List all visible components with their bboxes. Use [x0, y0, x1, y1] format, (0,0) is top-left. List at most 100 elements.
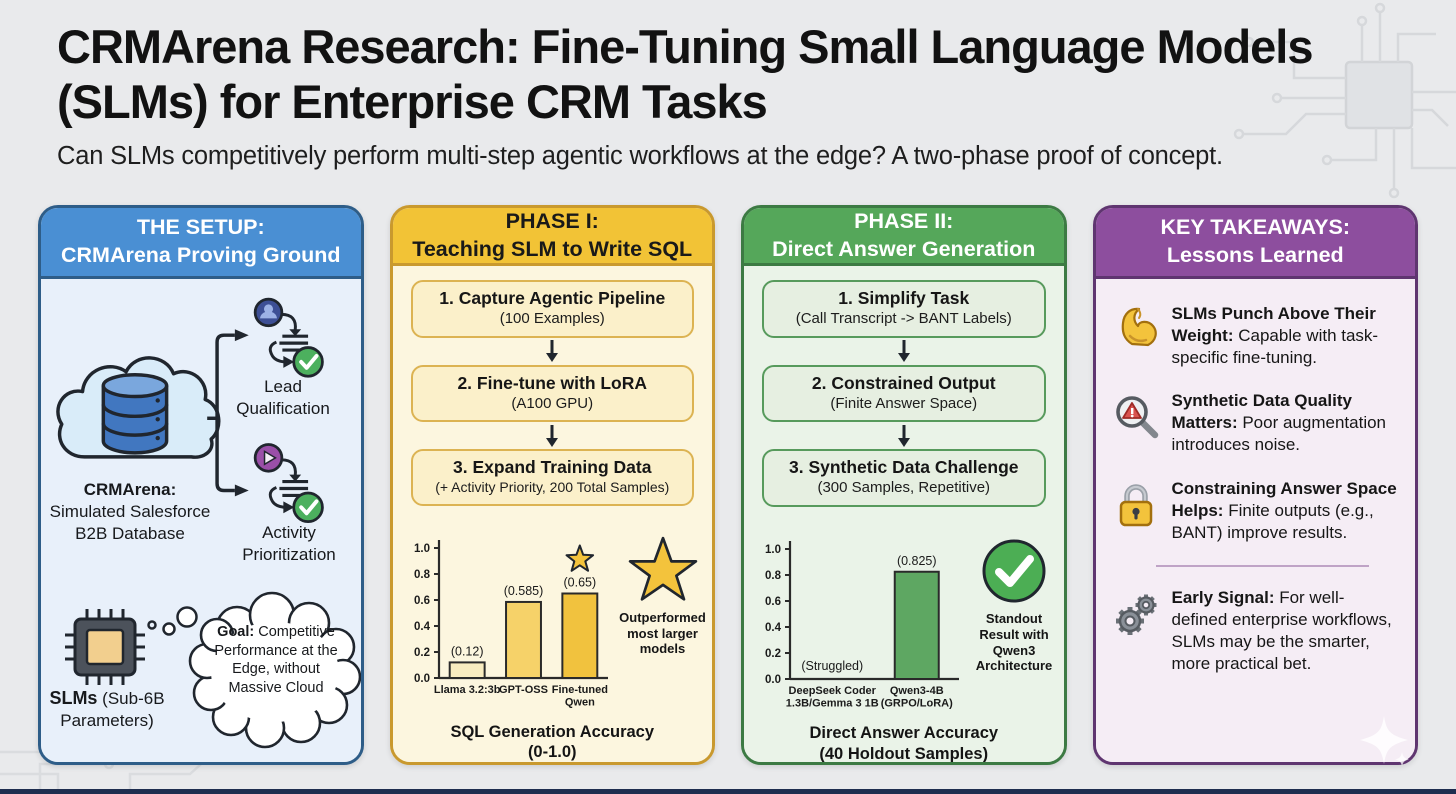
bar-category-label: Llama 3.2:3b: [433, 684, 500, 696]
bicep-icon: [1110, 303, 1162, 369]
y-tick-label: 0.2: [414, 647, 430, 659]
step-detail: (+ Activity Priority, 200 Total Samples): [435, 479, 670, 496]
down-arrow-icon: [411, 422, 695, 449]
phase1-step-2: 2. Fine-tune with LoRA (A100 GPU): [410, 364, 694, 423]
y-tick-label: 0.6: [414, 595, 430, 607]
setup-header-line2: CRMArena Proving Ground: [60, 243, 341, 267]
slm-chip-icon: [65, 609, 157, 685]
phase1-chart-caption: SQL Generation Accuracy (0-1.0): [393, 722, 713, 762]
chart-star-icon: [565, 544, 594, 572]
bar: [893, 570, 940, 680]
phase2-annotation: Standout Result with Qwen3 Architecture: [966, 511, 1062, 723]
down-arrow-icon: [762, 338, 1046, 365]
y-tick-label: 0.0: [414, 673, 430, 685]
bar-category-label: (GRPO/LoRA): [881, 697, 953, 709]
goal-text-rest: Competitive Performance at the Edge, wit…: [214, 624, 338, 697]
bar-value-label: (0.12): [450, 644, 483, 658]
bar-value-label: (0.825): [897, 554, 937, 568]
slm-label-bold: SLMs: [49, 688, 98, 708]
y-tick-label: 1.0: [414, 543, 430, 555]
y-tick-label: 0.8: [414, 569, 431, 581]
phase1-steps: 1. Capture Agentic Pipeline (100 Example…: [393, 266, 713, 506]
database-label-bold: CRMArena:: [83, 480, 177, 499]
phase1-card-header: PHASE I: Teaching SLM to Write SQL: [392, 208, 712, 267]
y-tick-label: 0.0: [765, 674, 781, 686]
bar-chart-svg: 0.0 0.2 0.4 0.6 0.8 1.0 (Struggled) DeepSeek Co…: [765, 540, 959, 709]
slm-label: SLMs (Sub-6B Parameters): [41, 687, 173, 732]
phase2-step-2: 2. Constrained Output (Finite Answer Spa…: [762, 364, 1046, 423]
step-title: 2. Fine-tune with LoRA: [457, 372, 648, 393]
takeaways-header-line2: Lessons Learned: [1166, 243, 1344, 267]
takeaway-item: Early Signal: For well-defined enterpris…: [1110, 587, 1400, 675]
phase1-step-3: 3. Expand Training Data (+ Activity Prio…: [410, 449, 694, 506]
goal-text: Goal: Competitive Performance at the Edg…: [207, 623, 345, 698]
cloud-database-icon: [56, 356, 221, 459]
phase1-step-1: 1. Capture Agentic Pipeline (100 Example…: [410, 280, 694, 338]
magnifier-warning-icon: [1110, 390, 1162, 456]
phase1-header-line2: Teaching SLM to Write SQL: [412, 236, 693, 261]
header: CRMArena Research: Fine-Tuning Small Lan…: [57, 20, 1402, 171]
activity-prioritization-label: Activity Prioritization: [242, 523, 336, 565]
bar-value-label: (Struggled): [801, 659, 863, 673]
takeaways-card: KEY TAKEAWAYS: Lessons Learned SLMs Punc…: [1092, 205, 1418, 765]
step-title: 2. Constrained Output: [811, 372, 996, 393]
takeaway-rest: Finite outputs (e.g., BANT) improve resu…: [1171, 500, 1374, 542]
lead-qualification-icon: [253, 297, 324, 378]
page-subtitle: Can SLMs competitively perform multi-ste…: [57, 141, 1223, 170]
takeaway-item: SLMs Punch Above Their Weight: Capable w…: [1110, 303, 1400, 369]
phase2-card: PHASE II: Direct Answer Generation 1. Si…: [741, 205, 1067, 765]
takeaways-card-body: SLMs Punch Above Their Weight: Capable w…: [1095, 279, 1415, 762]
step-title: 1. Simplify Task: [838, 288, 970, 309]
step-detail: (Call Transcript -> BANT Labels): [795, 309, 1012, 327]
phase1-card-body: 1. Capture Agentic Pipeline (100 Example…: [392, 266, 713, 762]
takeaway-text: Constraining Answer Space Helps: Finite …: [1172, 478, 1400, 544]
caption-line1: SQL Generation Accuracy: [450, 722, 655, 741]
caption-line1: Direct Answer Accuracy: [809, 723, 999, 742]
phase1-annotation-text: Outperformed most larger models: [619, 609, 706, 657]
phase2-header-line1: PHASE II:: [854, 209, 954, 233]
bar-chart-svg: 0.0 0.2 0.4 0.6 0.8 1.0 (0.12) Llama 3.2:3b (0.5…: [414, 539, 608, 708]
sparkle-decoration: [1360, 716, 1409, 766]
takeaway-text: Early Signal: For well-defined enterpris…: [1172, 587, 1400, 675]
divider: [1155, 564, 1369, 567]
takeaway-lead: SLMs Punch Above Their Weight:: [1171, 304, 1376, 346]
branch-connectors: [207, 333, 235, 493]
takeaway-lead: Early Signal:: [1171, 587, 1275, 607]
circuit-decoration-top-right: [1233, 2, 1456, 199]
bar-category-label: 1.3B/Gemma 3 1B: [786, 697, 879, 709]
y-tick-label: 0.4: [765, 622, 782, 634]
takeaway-lead: Synthetic Data Quality Matters:: [1171, 391, 1352, 433]
sql-accuracy-chart: 0.0 0.2 0.4 0.6 0.8 1.0 (0.12) Llama 3.2:3b (0.5…: [403, 510, 615, 722]
takeaway-rest: Poor augmentation introduces noise.: [1171, 413, 1387, 455]
step-detail: (100 Examples): [499, 309, 605, 327]
y-tick-label: 0.2: [765, 648, 781, 660]
goal-text-bold: Goal:: [217, 624, 255, 640]
takeaways-header-line1: KEY TAKEAWAYS:: [1160, 215, 1351, 240]
direct-answer-chart: 0.0 0.2 0.4 0.6 0.8 1.0 (Struggled) DeepSeek Co…: [754, 511, 966, 723]
setup-card: THE SETUP: CRMArena Proving Ground: [38, 205, 364, 765]
phase2-card-header: PHASE II: Direct Answer Generation: [744, 208, 1064, 267]
phase2-annotation-text: Standout Result with Qwen3 Architecture: [975, 610, 1053, 674]
activity-prioritization-icon: [253, 443, 324, 524]
step-detail: (300 Samples, Repetitive): [817, 479, 991, 497]
phase1-annotation: Outperformed most larger models: [615, 510, 711, 722]
bar-category-label: DeepSeek Coder: [789, 685, 877, 697]
bottom-accent-bar: [0, 789, 1456, 794]
takeaway-rest: For well-defined enterprise workflows, S…: [1171, 587, 1392, 674]
check-circle-icon: [982, 539, 1046, 603]
setup-header-line1: THE SETUP:: [136, 215, 265, 240]
takeaway-item: Synthetic Data Quality Matters: Poor aug…: [1110, 390, 1400, 456]
down-arrow-icon: [762, 422, 1046, 449]
slm-label-rest: (Sub-6B Parameters): [60, 689, 165, 731]
database-label: CRMArena: Simulated Salesforce B2B Datab…: [49, 479, 211, 545]
caption-line2: (0-1.0): [527, 743, 577, 762]
phase1-header-line1: PHASE I:: [505, 209, 599, 233]
takeaway-lead: Constraining Answer Space Helps:: [1171, 478, 1397, 520]
y-tick-label: 0.4: [414, 621, 431, 633]
lead-qualification-label: Lead Qualification: [236, 377, 330, 419]
bar: [560, 592, 598, 679]
bar: [448, 661, 486, 679]
goal-thought-bubble: [162, 591, 361, 749]
takeaway-rest: Capable with task-specific fine-tuning.: [1171, 326, 1379, 368]
gears-icon: [1110, 587, 1162, 675]
